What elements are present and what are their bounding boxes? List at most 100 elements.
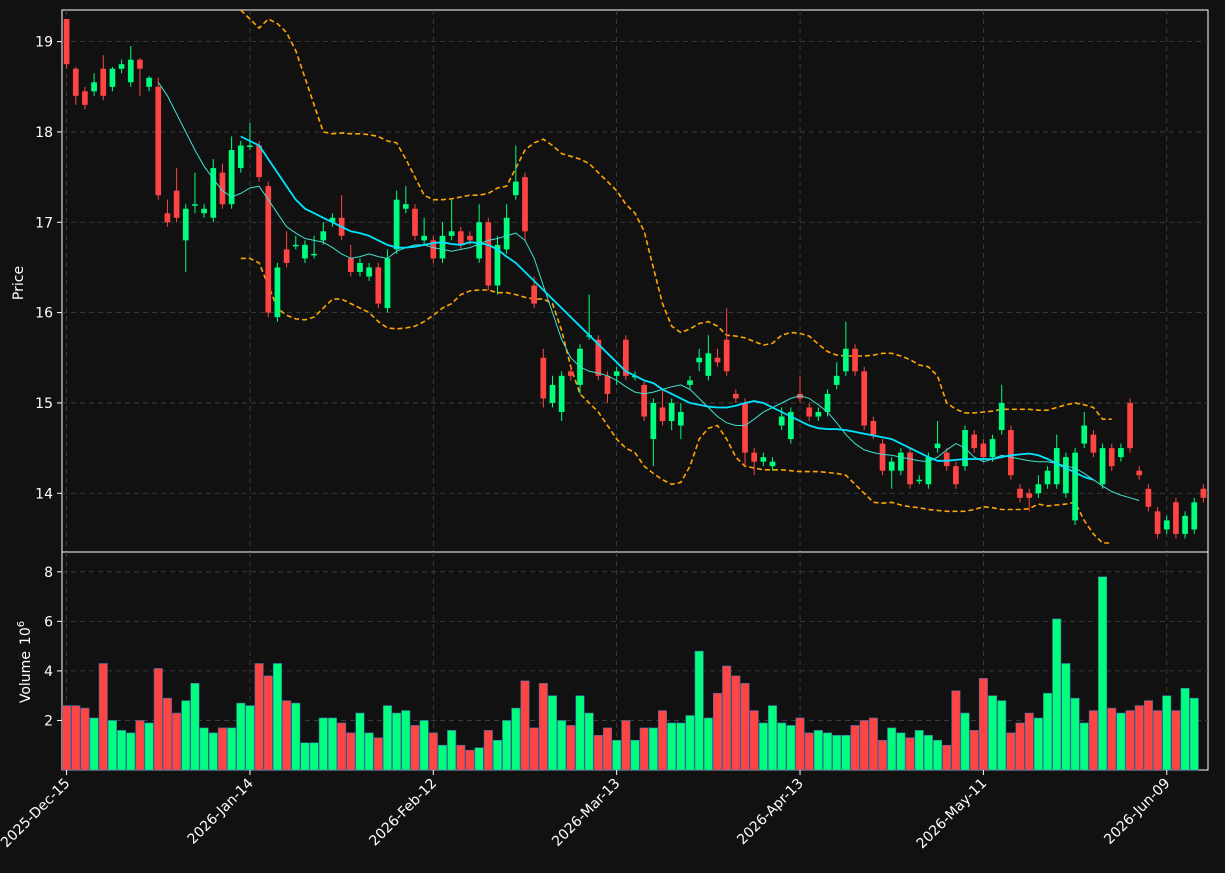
candle-body: [531, 285, 537, 304]
volume-bar: [502, 720, 512, 771]
candle-body: [1053, 448, 1060, 485]
volume-bar: [988, 695, 998, 771]
candle-body: [989, 439, 996, 458]
volume-axis-label-base: 10: [18, 627, 34, 645]
volume-bar: [291, 702, 301, 771]
volume-bar: [263, 675, 273, 771]
volume-bar: [474, 747, 484, 771]
volume-bar: [337, 722, 347, 771]
candle-body: [329, 217, 336, 223]
candle-body: [833, 375, 840, 385]
volume-bar: [602, 727, 613, 771]
volume-bar: [272, 663, 282, 771]
candle-body: [925, 457, 932, 485]
candle-body: [448, 231, 455, 236]
volume-bar: [942, 744, 952, 771]
volume-bar: [630, 739, 640, 771]
candle-body: [687, 380, 693, 385]
volume-bar: [868, 717, 878, 771]
candle-body: [137, 59, 143, 69]
candle-body: [247, 145, 253, 147]
volume-bar: [529, 727, 539, 771]
volume-bar: [309, 742, 319, 771]
candle-body: [100, 68, 107, 96]
candle-body: [677, 411, 684, 426]
volume-bar: [346, 732, 356, 771]
volume-bar: [428, 732, 438, 771]
volume-bar: [1015, 722, 1025, 771]
volume-bar: [107, 720, 117, 771]
candle-body: [943, 452, 950, 467]
candle-body: [256, 145, 262, 178]
volume-bar: [593, 735, 603, 771]
candle-body: [998, 402, 1005, 431]
volume-bar: [401, 710, 411, 771]
volume-bar: [960, 712, 970, 771]
candle-body: [843, 348, 849, 372]
candle-body: [182, 208, 189, 241]
candle-body: [980, 443, 987, 458]
volume-bar: [254, 663, 264, 771]
volume-bar: [181, 700, 191, 771]
candle-body: [742, 402, 748, 453]
volume-bar: [245, 705, 255, 771]
volume-bar: [731, 675, 741, 771]
price-tick-label: 16: [35, 306, 53, 322]
candle-body: [146, 77, 152, 87]
candle-body: [733, 393, 739, 399]
candle-body: [934, 443, 941, 449]
volume-bar: [1116, 712, 1126, 771]
volume-bar: [126, 732, 136, 771]
volume-bar: [777, 722, 787, 771]
candle-body: [1182, 515, 1188, 534]
candle-body: [696, 357, 703, 363]
volume-bar: [520, 680, 530, 771]
candle-body: [1072, 452, 1078, 521]
volume-bar: [914, 730, 924, 771]
volume-bar: [355, 712, 365, 771]
volume-bar: [557, 720, 567, 771]
candle-body: [1108, 448, 1115, 467]
candle-body: [219, 172, 226, 205]
volume-bar: [639, 727, 649, 771]
candle-body: [1200, 488, 1207, 498]
volume-bar: [878, 739, 888, 771]
candle-body: [879, 443, 886, 471]
candle-body: [953, 466, 959, 485]
volume-bar: [703, 717, 713, 771]
candle-body: [522, 177, 528, 232]
lower-band-line: [240, 257, 1112, 544]
volume-bar: [1024, 712, 1034, 771]
volume-bar: [153, 668, 163, 771]
candle-body: [1154, 511, 1161, 534]
candle-body: [430, 240, 437, 259]
candle-body: [265, 186, 272, 313]
volume-bar: [364, 732, 374, 771]
candle-body: [1026, 493, 1033, 498]
candle-body: [1191, 502, 1198, 530]
candle-body: [412, 208, 418, 236]
volume-bar: [465, 749, 475, 771]
candle-body: [503, 217, 510, 250]
candle-body: [613, 371, 620, 376]
candle-body: [485, 222, 492, 286]
candle-body: [1118, 448, 1124, 458]
volume-bar: [327, 717, 337, 771]
volume-bar: [538, 682, 548, 771]
candle-body: [320, 231, 327, 241]
candle-body: [815, 411, 822, 417]
candle-body: [806, 407, 813, 417]
volume-bar: [492, 739, 502, 771]
volume-bar: [135, 720, 145, 771]
candle-body: [476, 222, 482, 259]
candle-body: [641, 384, 648, 417]
volume-bar: [740, 682, 750, 771]
short-moving-average-line: [157, 82, 1140, 501]
candle-body: [72, 68, 79, 96]
candle-body: [595, 339, 602, 376]
volume-panel: 2 4 6 8: [44, 551, 1209, 771]
candle-body: [357, 262, 363, 272]
volume-bar: [1043, 692, 1053, 771]
volume-bar: [437, 744, 447, 771]
candle-body: [494, 244, 501, 286]
